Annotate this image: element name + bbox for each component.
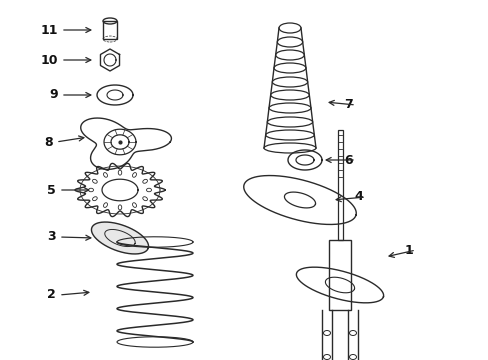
Bar [337,130,342,240]
Text: 4: 4 [353,190,362,203]
Bar [103,21,117,39]
Bar [328,240,350,310]
Text: 5: 5 [47,184,56,197]
Polygon shape [91,222,148,254]
Text: 9: 9 [49,89,58,102]
Text: 1: 1 [404,243,412,256]
Text: 2: 2 [47,288,56,302]
Text: 7: 7 [344,99,352,112]
Text: 6: 6 [344,153,352,166]
Text: 3: 3 [47,230,56,243]
Text: 8: 8 [44,135,53,148]
Text: 11: 11 [41,23,58,36]
Text: 10: 10 [41,54,58,67]
